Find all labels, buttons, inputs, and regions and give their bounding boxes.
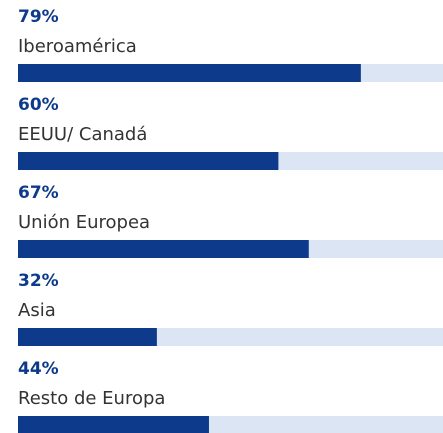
bar [18, 64, 361, 82]
category-label: Asia [18, 300, 56, 321]
bar [18, 416, 209, 433]
value-label: 67% [18, 183, 59, 203]
value-label: 60% [18, 95, 59, 115]
category-label: Resto de Europa [18, 388, 165, 409]
value-label: 44% [18, 359, 59, 379]
value-label: 79% [18, 7, 59, 27]
bar [18, 240, 309, 258]
category-label: Unión Europea [18, 212, 150, 233]
value-label: 32% [18, 271, 59, 291]
bar [18, 328, 157, 346]
bar [18, 152, 279, 170]
category-label: Iberoamérica [18, 36, 137, 57]
category-label: EEUU/ Canadá [18, 124, 147, 145]
